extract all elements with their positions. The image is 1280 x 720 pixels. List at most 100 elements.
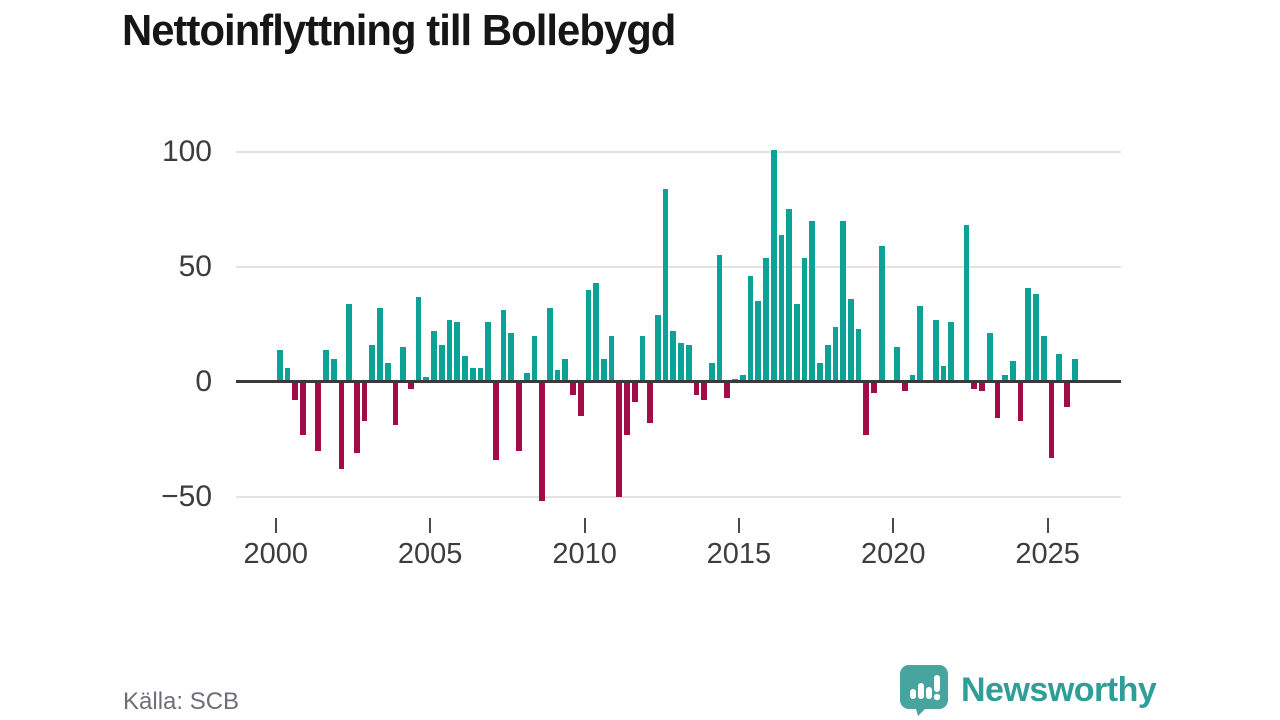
bar-2014-q3 bbox=[724, 381, 731, 398]
bar-2011-q3 bbox=[631, 381, 638, 403]
bar-2016-q4 bbox=[793, 303, 800, 382]
bar-2004-q4 bbox=[423, 377, 430, 382]
bar-2024-q1 bbox=[1017, 381, 1024, 421]
bar-2010-q1 bbox=[585, 289, 592, 382]
bar-2018-q1 bbox=[832, 326, 839, 382]
bar-2000-q3 bbox=[292, 381, 298, 401]
x-axis-tick-2025 bbox=[1046, 518, 1049, 533]
bar-2013-q2 bbox=[685, 344, 692, 382]
bar-2003-q1 bbox=[369, 344, 376, 382]
x-axis-label-2020: 2020 bbox=[861, 538, 926, 570]
bar-2018-q2 bbox=[840, 220, 846, 382]
bar-2025-q3 bbox=[1064, 381, 1070, 407]
y-axis-label--50: −50 bbox=[161, 479, 212, 513]
bar-2001-q3 bbox=[323, 349, 329, 382]
bar-2015-q3 bbox=[755, 301, 762, 382]
bar-2006-q1 bbox=[462, 356, 468, 382]
bar-2003-q4 bbox=[392, 381, 399, 426]
bar-2002-q2 bbox=[346, 303, 353, 382]
bar-2022-q4 bbox=[979, 381, 985, 391]
bar-2010-q2 bbox=[593, 282, 599, 382]
bar-2000-q2 bbox=[284, 367, 291, 382]
bar-2009-q1 bbox=[554, 370, 561, 382]
bar-2005-q3 bbox=[446, 319, 453, 382]
bar-2008-q3 bbox=[539, 381, 545, 502]
source-label: Källa: SCB bbox=[123, 688, 240, 715]
gridline-y100 bbox=[236, 150, 1121, 153]
bar-2018-q3 bbox=[847, 298, 854, 382]
bar-2006-q2 bbox=[469, 367, 476, 382]
x-axis-label-2025: 2025 bbox=[1015, 538, 1080, 570]
bar-2005-q4 bbox=[454, 321, 461, 382]
x-axis-tick-2015 bbox=[737, 518, 740, 533]
zero-axis-line bbox=[236, 380, 1121, 384]
bar-2011-q4 bbox=[639, 335, 646, 382]
bar-2014-q2 bbox=[716, 255, 723, 382]
bar-2025-q2 bbox=[1056, 354, 1063, 382]
bar-2024-q2 bbox=[1025, 287, 1032, 382]
x-axis-tick-2000 bbox=[274, 518, 277, 533]
bar-2008-q2 bbox=[531, 335, 538, 382]
bar-2005-q1 bbox=[431, 331, 437, 382]
bar-2020-q4 bbox=[917, 305, 924, 382]
bar-2020-q3 bbox=[909, 374, 916, 382]
bar-2012-q1 bbox=[647, 381, 654, 424]
bar-2011-q2 bbox=[624, 381, 630, 435]
y-axis-label-50: 50 bbox=[178, 249, 212, 283]
bar-2025-q1 bbox=[1048, 381, 1055, 458]
x-axis-tick-2020 bbox=[892, 518, 895, 533]
bar-2006-q4 bbox=[485, 321, 491, 382]
bar-2021-q3 bbox=[940, 365, 947, 382]
bar-2011-q1 bbox=[616, 381, 623, 497]
bar-2014-q1 bbox=[709, 363, 715, 382]
bar-2012-q4 bbox=[670, 331, 677, 382]
x-axis-label-2005: 2005 bbox=[397, 538, 463, 570]
bar-2023-q1 bbox=[986, 333, 993, 382]
bar-2002-q1 bbox=[338, 381, 345, 470]
bar-2022-q3 bbox=[971, 381, 978, 389]
bar-2015-q4 bbox=[763, 257, 769, 382]
x-axis-tick-2005 bbox=[429, 518, 432, 533]
bar-2013-q4 bbox=[701, 381, 708, 401]
bar-2009-q2 bbox=[562, 358, 569, 382]
bar-2023-q4 bbox=[1010, 361, 1016, 382]
bar-2001-q2 bbox=[315, 381, 322, 451]
bar-2005-q2 bbox=[438, 344, 445, 382]
bar-2002-q3 bbox=[354, 381, 360, 453]
bar-2013-q3 bbox=[693, 381, 700, 396]
bar-2003-q3 bbox=[384, 363, 391, 382]
y-axis-label-100: 100 bbox=[161, 134, 212, 168]
bar-2007-q3 bbox=[508, 333, 515, 382]
bar-2008-q4 bbox=[546, 308, 553, 382]
newsworthy-bubble-chart-icon bbox=[900, 665, 948, 716]
bar-2016-q3 bbox=[786, 209, 792, 382]
bar-2008-q1 bbox=[523, 372, 530, 382]
bar-2007-q4 bbox=[516, 381, 522, 451]
bar-2004-q3 bbox=[415, 296, 422, 382]
bar-2009-q3 bbox=[570, 381, 576, 396]
bar-2015-q1 bbox=[739, 374, 746, 382]
bar-2019-q1 bbox=[863, 381, 870, 435]
bar-2007-q2 bbox=[500, 310, 507, 382]
bar-2015-q2 bbox=[747, 276, 754, 382]
bar-2017-q1 bbox=[801, 257, 808, 382]
bar-2018-q4 bbox=[855, 328, 862, 382]
bar-2001-q4 bbox=[330, 358, 337, 382]
bar-2016-q2 bbox=[778, 234, 785, 382]
bar-2003-q2 bbox=[377, 308, 383, 382]
bar-2019-q3 bbox=[878, 246, 885, 382]
bar-2004-q2 bbox=[408, 381, 414, 389]
bar-2006-q3 bbox=[477, 367, 484, 382]
x-axis-tick-2010 bbox=[583, 518, 586, 533]
bar-2000-q4 bbox=[300, 381, 306, 435]
y-axis-label-0: 0 bbox=[195, 364, 212, 398]
bar-2017-q3 bbox=[817, 363, 823, 382]
bar-2020-q2 bbox=[902, 381, 908, 391]
bar-2017-q4 bbox=[824, 344, 831, 382]
bar-2020-q1 bbox=[894, 347, 900, 382]
bar-2002-q4 bbox=[361, 381, 368, 421]
newsworthy-logo: Newsworthy bbox=[899, 664, 1157, 716]
bar-2000-q1 bbox=[276, 349, 283, 382]
bar-2009-q4 bbox=[577, 381, 584, 417]
